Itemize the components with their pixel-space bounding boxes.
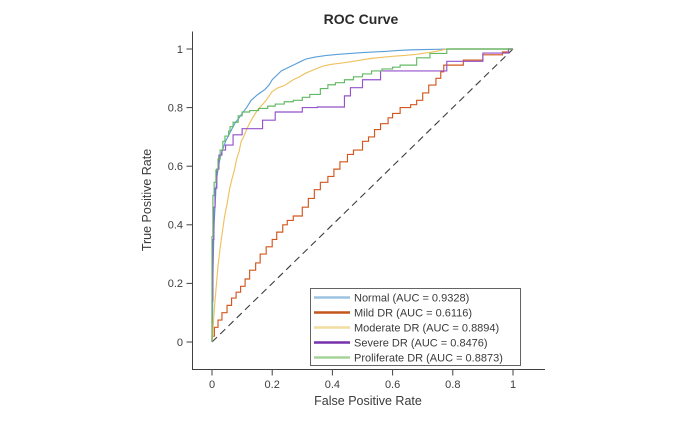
legend: Normal (AUC = 0.9328) Mild DR (AUC = 0.61… — [310, 288, 521, 366]
legend-box — [310, 288, 521, 366]
y-tick-label: 0.4 — [168, 220, 183, 232]
axes: 0 0.2 0.4 0.6 0.8 1 0 0.2 0.4 0.6 0.8 1 — [168, 31, 545, 391]
legend-label-proliferate-dr: Proliferate DR (AUC = 0.8873) — [354, 352, 503, 364]
x-tick-label: 0 — [209, 379, 215, 391]
legend-label-severe-dr: Severe DR (AUC = 0.8476) — [354, 337, 488, 349]
y-tick-label: 0.2 — [168, 278, 183, 290]
x-tick-label: 0.4 — [325, 379, 340, 391]
y-tick-label: 0 — [177, 337, 183, 349]
y-tick-label: 0.6 — [168, 161, 183, 173]
x-tick-label: 0.6 — [385, 379, 400, 391]
roc-curve-proliferate-dr — [211, 48, 513, 342]
x-tick-label: 0.2 — [265, 379, 280, 391]
roc-curve-moderate-dr — [211, 48, 513, 343]
y-tick-label: 0.8 — [168, 102, 183, 114]
legend-label-normal: Normal (AUC = 0.9328) — [354, 292, 469, 304]
y-tick-label: 1 — [177, 44, 183, 56]
x-tick-label: 0.8 — [445, 379, 460, 391]
y-axis-label: True Positive Rate — [140, 149, 154, 251]
legend-label-moderate-dr: Moderate DR (AUC = 0.8894) — [354, 322, 499, 334]
chart-title: ROC Curve — [324, 11, 399, 27]
chance-diagonal-line — [211, 48, 514, 343]
roc-curves — [211, 48, 514, 343]
legend-label-mild-dr: Mild DR (AUC = 0.6116) — [354, 307, 472, 319]
x-axis-label: False Positive Rate — [314, 394, 422, 408]
x-tick-label: 1 — [510, 379, 516, 391]
roc-curve-mild-dr — [211, 48, 513, 342]
